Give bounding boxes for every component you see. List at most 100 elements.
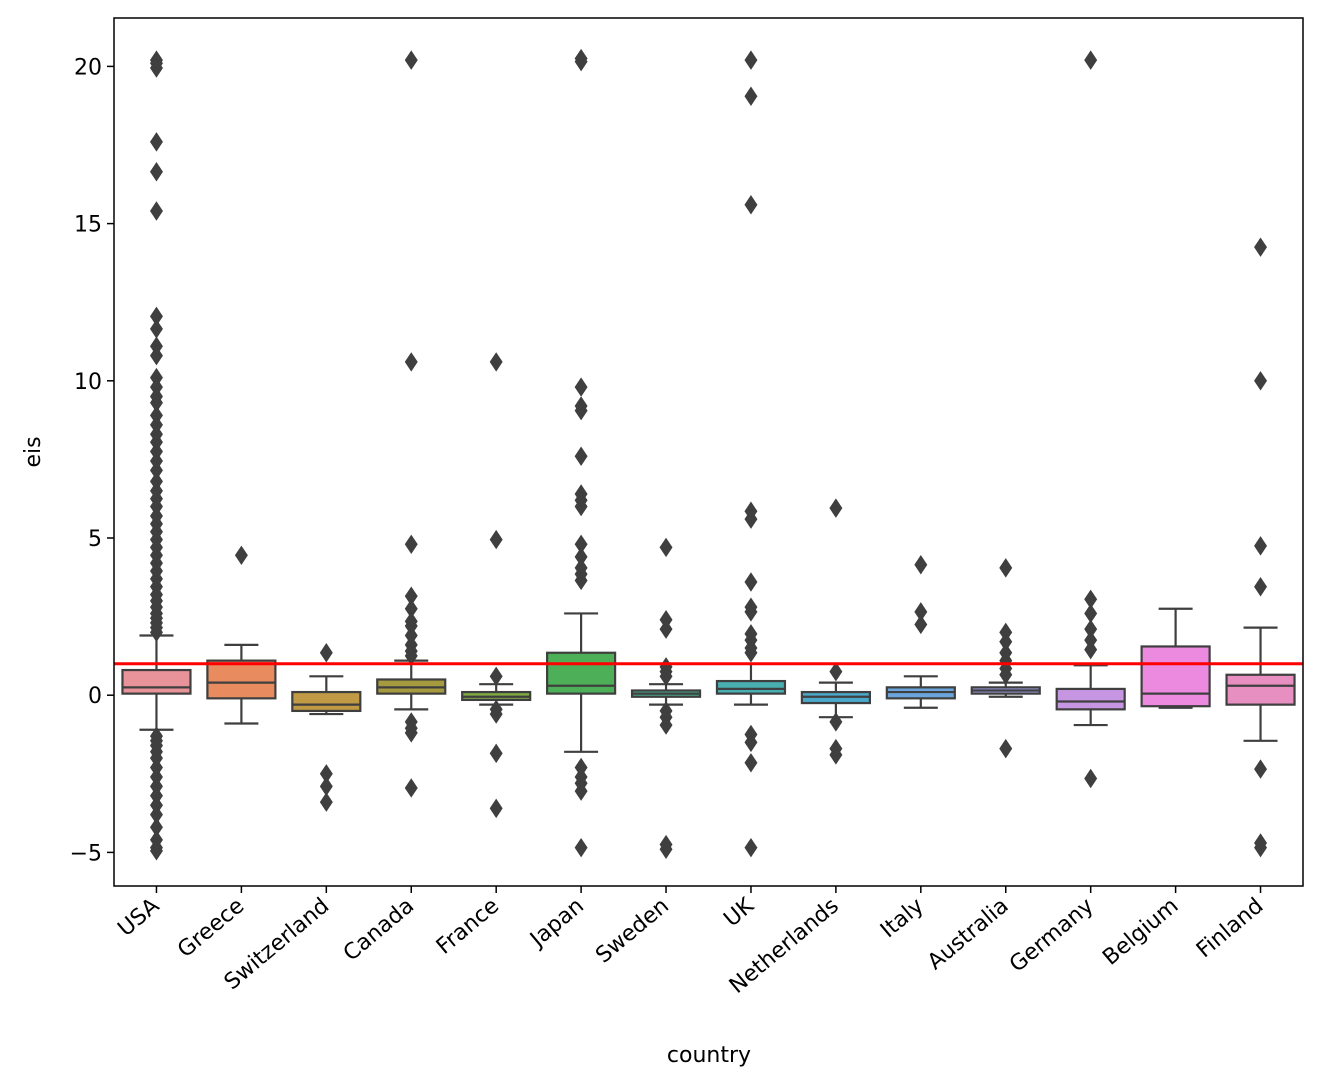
x-tick-label: Sweden: [591, 893, 674, 968]
outlier-marker: [574, 51, 588, 72]
outlier-marker: [489, 704, 503, 724]
outlier-marker: [744, 572, 758, 592]
outlier-marker: [574, 781, 588, 801]
outlier-marker: [1254, 837, 1268, 858]
y-tick-label: 10: [74, 370, 102, 395]
outlier-marker: [659, 715, 673, 735]
outlier-marker: [319, 643, 333, 663]
boxes-layer: [121, 48, 1296, 861]
x-tick-label: UK: [719, 893, 759, 932]
box-group-netherlands: [800, 498, 871, 765]
outlier-marker: [489, 352, 503, 372]
box-group-france: [461, 352, 532, 819]
outlier-marker: [744, 509, 758, 529]
outlier-marker: [404, 534, 418, 555]
outlier-marker: [1254, 577, 1268, 597]
outlier-marker: [659, 839, 673, 859]
outlier-marker: [149, 622, 163, 643]
outlier-marker: [404, 50, 418, 70]
box-group-usa: [121, 50, 192, 861]
y-tick-label: 15: [74, 213, 102, 238]
y-axis-label: eis: [21, 436, 46, 467]
outlier-marker: [1254, 536, 1268, 556]
iqr-box: [715, 679, 787, 695]
outlier-marker: [574, 446, 588, 466]
y-tick-label: 0: [88, 684, 102, 709]
y-tick-label: 20: [74, 55, 102, 80]
box-group-australia: [970, 558, 1041, 759]
outlier-marker: [574, 570, 588, 591]
outlier-marker: [744, 50, 758, 70]
x-tick-label: Japan: [524, 893, 589, 953]
outlier-marker: [149, 345, 163, 366]
outlier-marker: [744, 602, 758, 622]
iqr-box: [206, 659, 277, 700]
box-group-switzerland: [291, 643, 362, 812]
outlier-marker: [574, 496, 588, 517]
x-tick-label: Australia: [923, 893, 1014, 975]
outlier-marker: [1254, 371, 1268, 391]
outlier-marker: [404, 723, 418, 743]
outlier-marker: [149, 201, 163, 221]
iqr-box: [1055, 687, 1126, 711]
x-tick-label: Finland: [1192, 893, 1268, 963]
outlier-marker: [744, 86, 758, 106]
outlier-marker: [149, 132, 163, 152]
outlier-marker: [489, 743, 503, 764]
box-group-finland: [1225, 237, 1296, 858]
x-axis-label: country: [667, 1043, 751, 1068]
outlier-marker: [574, 400, 588, 421]
outlier-marker: [1084, 768, 1098, 789]
outlier-marker: [744, 643, 758, 663]
outlier-marker: [574, 377, 588, 397]
x-tick-label: USA: [113, 893, 164, 941]
iqr-box: [291, 690, 362, 713]
outlier-marker: [319, 792, 333, 812]
box-group-sweden: [630, 537, 702, 859]
x-tick-label: France: [432, 893, 504, 959]
outlier-marker: [1084, 639, 1098, 660]
outlier-marker: [829, 661, 843, 682]
outlier-marker: [744, 195, 758, 215]
outlier-marker: [829, 498, 843, 518]
box-group-germany: [1055, 50, 1126, 789]
outlier-marker: [149, 319, 163, 339]
outlier-marker: [999, 738, 1013, 759]
x-tick-label: Italy: [876, 893, 929, 943]
outlier-marker: [744, 732, 758, 753]
outlier-marker: [574, 837, 588, 858]
y-tick-label: 5: [88, 527, 102, 552]
box-group-uk: [715, 50, 787, 858]
outlier-marker: [404, 352, 418, 372]
x-tick-label: Canada: [339, 893, 419, 966]
outlier-marker: [1254, 237, 1268, 257]
box-group-italy: [885, 555, 956, 709]
outlier-marker: [999, 558, 1013, 578]
box-group-belgium: [1140, 607, 1211, 709]
outlier-marker: [1084, 50, 1098, 70]
iqr-box: [1225, 673, 1296, 706]
outlier-marker: [914, 614, 928, 635]
box-group-japan: [546, 48, 617, 858]
iqr-box: [1140, 645, 1211, 708]
box-group-greece: [206, 545, 277, 725]
outlier-marker: [829, 712, 843, 732]
outlier-marker: [659, 619, 673, 639]
outlier-marker: [149, 58, 163, 78]
outlier-marker: [404, 778, 418, 798]
outlier-marker: [914, 555, 928, 575]
outlier-marker: [1254, 759, 1268, 779]
outlier-marker: [659, 537, 673, 558]
outlier-marker: [234, 545, 248, 566]
x-tick-label: Belgium: [1098, 893, 1183, 970]
iqr-box: [546, 651, 617, 695]
y-tick-label: −5: [70, 841, 102, 866]
box-group-canada: [376, 50, 447, 798]
x-tick-label: Germany: [1005, 893, 1099, 977]
outlier-marker: [489, 666, 503, 687]
outlier-marker: [149, 841, 163, 861]
outlier-marker: [489, 798, 503, 819]
plot-area-frame: [113, 17, 1304, 887]
